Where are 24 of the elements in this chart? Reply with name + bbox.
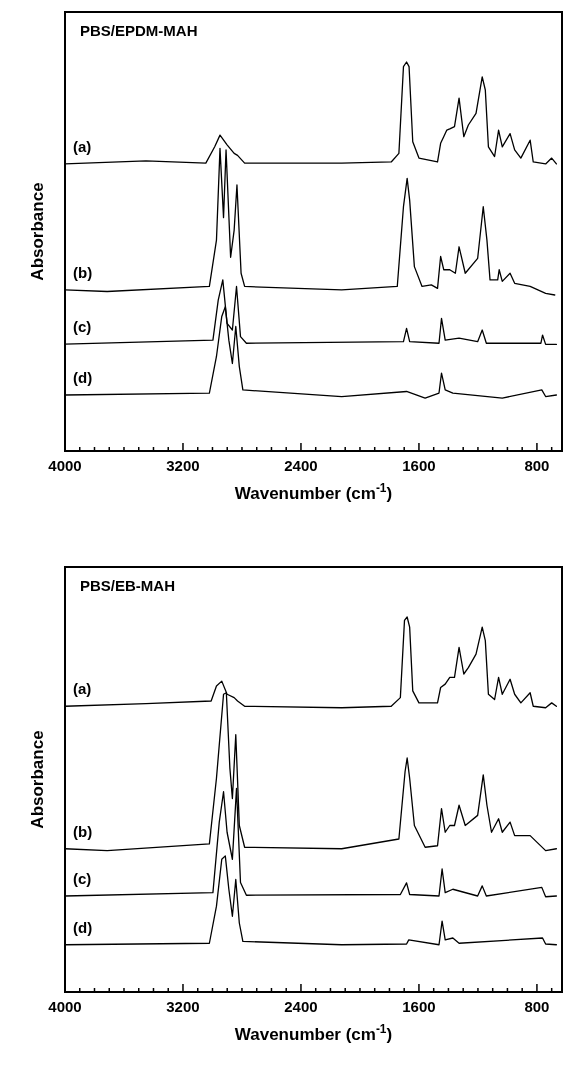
series-label: (b) [73, 822, 93, 840]
chart-title: PBS/EB-MAH [80, 577, 176, 594]
x-tick-label: 3200 [166, 457, 200, 474]
x-tick-label: 1600 [402, 998, 436, 1015]
series-label: (a) [73, 680, 92, 698]
series-label: (d) [73, 368, 93, 386]
x-tick-label: 4000 [48, 998, 82, 1015]
chart-title: PBS/EPDM-MAH [80, 22, 198, 39]
series-label: (b) [73, 263, 93, 281]
x-axis-title: Wavenumber (cm$^{-1}$) [234, 1022, 393, 1044]
y-axis-title: Absorbance [28, 730, 47, 829]
series-label: (d) [73, 918, 93, 936]
series-label: (c) [73, 318, 92, 336]
x-tick-label: 1600 [402, 457, 436, 474]
x-tick-label: 2400 [284, 457, 318, 474]
y-axis-title: Absorbance [28, 182, 47, 281]
x-tick-label: 2400 [284, 998, 318, 1015]
x-tick-label: 4000 [48, 457, 82, 474]
x-tick-label: 800 [524, 998, 550, 1015]
x-tick-label: 800 [524, 457, 550, 474]
x-axis-title: Wavenumber (cm$^{-1}$) [234, 481, 393, 503]
series-label: (a) [73, 137, 92, 155]
x-tick-label: 3200 [166, 998, 200, 1015]
series-label: (c) [73, 870, 92, 887]
